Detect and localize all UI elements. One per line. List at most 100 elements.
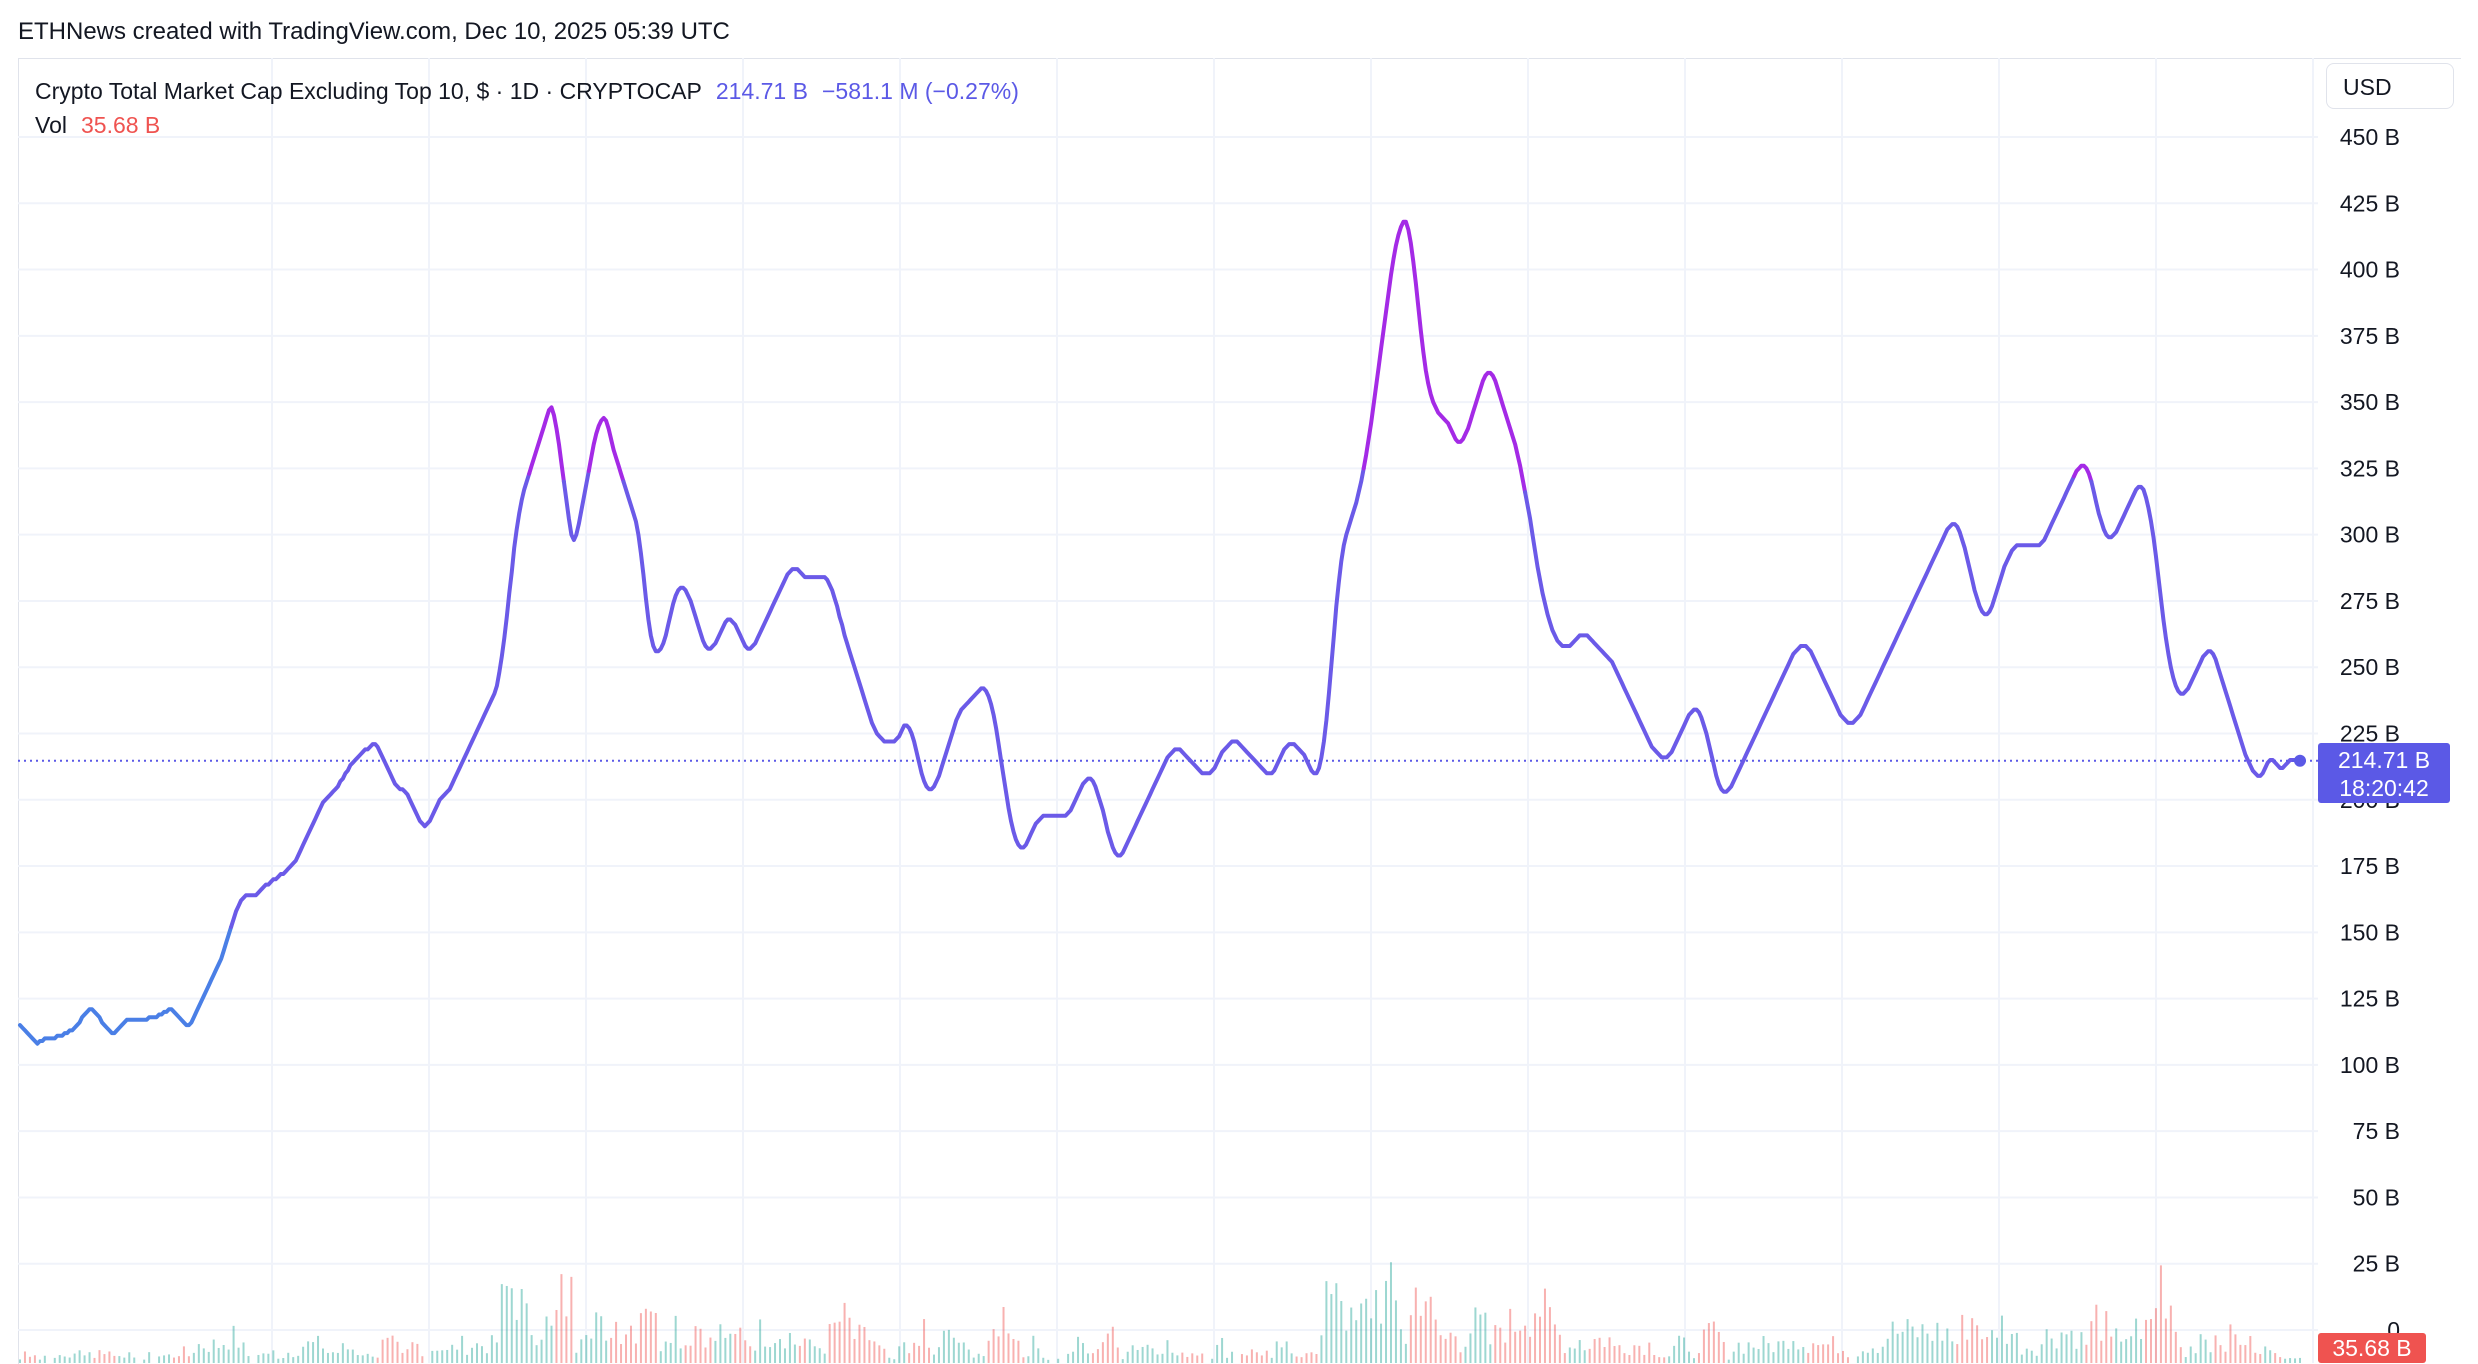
- volume-bar: [2015, 1332, 2018, 1363]
- volume-bar: [1529, 1336, 1532, 1363]
- symbol-title[interactable]: Crypto Total Market Cap Excluding Top 10…: [35, 78, 702, 104]
- volume-bar: [1385, 1280, 1388, 1363]
- volume-bar: [997, 1336, 1000, 1363]
- price-line-segment: [527, 405, 566, 484]
- volume-bar: [1077, 1336, 1080, 1363]
- volume-bar: [1434, 1319, 1437, 1363]
- volume-bar: [1946, 1328, 1949, 1363]
- volume-bar: [1563, 1353, 1566, 1363]
- volume-bar: [1931, 1340, 1934, 1363]
- price-line-segment: [586, 416, 626, 484]
- volume-bar: [1111, 1326, 1114, 1363]
- volume-bar: [1539, 1316, 1541, 1363]
- volume-bar: [1032, 1335, 1035, 1363]
- volume-bar: [1986, 1337, 1989, 1363]
- volume-bar: [878, 1345, 881, 1363]
- volume-bar: [669, 1342, 672, 1363]
- volume-bar: [1598, 1337, 1601, 1363]
- volume-bar: [813, 1346, 816, 1363]
- volume-bar: [1494, 1325, 1497, 1363]
- volume-bar: [709, 1337, 712, 1363]
- volume-bar: [43, 1355, 46, 1363]
- volume-bar: [625, 1334, 628, 1363]
- price-line-segment: [2089, 479, 2302, 778]
- volume-bar: [2199, 1334, 2202, 1363]
- volume-bar: [1732, 1351, 1735, 1363]
- volume-bar: [475, 1343, 478, 1363]
- volume-bar: [23, 1351, 26, 1363]
- volume-bar: [148, 1352, 151, 1363]
- volume-bar: [312, 1342, 315, 1363]
- legend-volume-row: Vol 35.68 B: [35, 108, 1019, 142]
- volume-bar: [1459, 1352, 1462, 1363]
- volume-bar: [1742, 1353, 1745, 1363]
- volume-bar: [287, 1352, 290, 1363]
- volume-bar: [1439, 1335, 1442, 1363]
- volume-bar: [2125, 1339, 2128, 1363]
- volume-bar: [2219, 1345, 2222, 1363]
- volume-bar: [1449, 1332, 1452, 1363]
- volume-bar: [1315, 1354, 1318, 1363]
- volume-bar: [1325, 1281, 1328, 1363]
- volume-bar: [1330, 1294, 1333, 1363]
- currency-button[interactable]: USD: [2326, 63, 2454, 109]
- volume-bar: [1797, 1349, 1800, 1363]
- volume-bar: [634, 1343, 637, 1363]
- volume-bar: [1578, 1340, 1581, 1363]
- volume-bar: [1340, 1301, 1343, 1363]
- volume-bar: [1911, 1326, 1914, 1363]
- volume-label[interactable]: Vol: [35, 112, 67, 138]
- volume-bar: [307, 1341, 310, 1363]
- volume-bar: [923, 1319, 926, 1363]
- volume-bar: [1762, 1336, 1765, 1363]
- volume-bar: [436, 1350, 439, 1363]
- volume-bar: [1265, 1350, 1268, 1363]
- volume-bar: [1161, 1353, 1164, 1363]
- volume-bar: [2135, 1318, 2138, 1363]
- volume-bar: [1971, 1318, 1974, 1363]
- volume-bar: [1474, 1307, 1477, 1363]
- volume-bar: [1648, 1342, 1651, 1363]
- volume-bar: [1146, 1344, 1149, 1363]
- volume-bar: [411, 1342, 414, 1363]
- volume-bar: [1782, 1340, 1785, 1363]
- volume-bar: [2229, 1324, 2232, 1363]
- volume-bar: [1772, 1352, 1775, 1363]
- volume-bar: [1037, 1348, 1040, 1363]
- volume-bar: [1335, 1283, 1338, 1363]
- volume-bar: [1295, 1356, 1298, 1363]
- volume-bar: [744, 1340, 747, 1363]
- volume-bar: [1196, 1355, 1199, 1363]
- volume-bar: [88, 1352, 91, 1363]
- volume-bar: [331, 1352, 334, 1363]
- volume-bar: [1956, 1344, 1959, 1363]
- volume-bar: [977, 1353, 980, 1363]
- y-tick-label: 250 B: [2340, 654, 2400, 680]
- volume-bar: [2010, 1333, 2013, 1363]
- volume-bar: [1042, 1357, 1045, 1363]
- volume-bar: [257, 1354, 260, 1363]
- volume-bar: [495, 1342, 498, 1363]
- volume-bar: [1067, 1353, 1070, 1363]
- price-line-segment: [621, 466, 1366, 858]
- volume-bar: [2110, 1336, 2113, 1363]
- price-line-segment: [18, 925, 234, 1046]
- volume-bar: [461, 1335, 464, 1363]
- y-tick-label: 400 B: [2340, 257, 2400, 283]
- volume-bar: [729, 1333, 732, 1363]
- volume-bar: [1891, 1321, 1894, 1363]
- volume-bar: [317, 1335, 320, 1363]
- y-tick-label: 125 B: [2340, 986, 2400, 1012]
- volume-bar: [838, 1321, 841, 1363]
- volume-bar: [724, 1337, 727, 1363]
- volume-bar: [1404, 1343, 1407, 1363]
- volume-bar: [818, 1348, 821, 1363]
- volume-bar: [1712, 1321, 1715, 1363]
- volume-bar: [525, 1303, 528, 1363]
- volume-bar: [580, 1339, 583, 1363]
- volume-bar: [644, 1308, 647, 1363]
- volume-bar: [595, 1312, 598, 1363]
- volume-bar: [992, 1329, 995, 1363]
